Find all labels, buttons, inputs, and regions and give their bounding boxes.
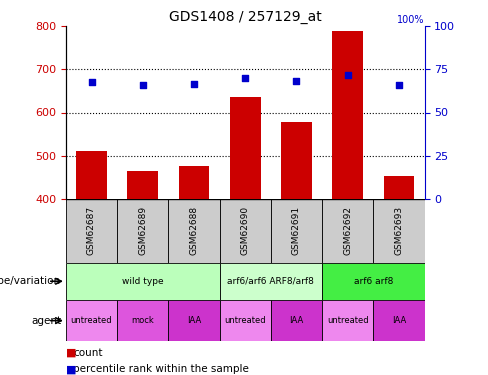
Bar <box>66 199 117 262</box>
Text: IAA: IAA <box>392 316 406 325</box>
Title: GDS1408 / 257129_at: GDS1408 / 257129_at <box>169 10 322 24</box>
Text: ■: ■ <box>66 348 77 357</box>
Text: count: count <box>73 348 102 357</box>
Bar <box>322 262 425 300</box>
Bar <box>271 199 322 262</box>
Bar <box>373 199 425 262</box>
Bar <box>271 300 322 341</box>
Text: untreated: untreated <box>224 316 266 325</box>
Text: GSM62692: GSM62692 <box>343 206 352 255</box>
Text: 100%: 100% <box>397 15 425 24</box>
Text: untreated: untreated <box>71 316 112 325</box>
Point <box>395 82 403 88</box>
Text: GSM62693: GSM62693 <box>394 206 404 255</box>
Text: agent: agent <box>31 316 61 326</box>
Text: GSM62689: GSM62689 <box>138 206 147 255</box>
Bar <box>220 199 271 262</box>
Text: GSM62690: GSM62690 <box>241 206 250 255</box>
Bar <box>117 199 168 262</box>
Point <box>242 75 249 81</box>
Point <box>190 81 198 87</box>
Bar <box>322 199 373 262</box>
Point <box>88 80 96 86</box>
Text: mock: mock <box>131 316 154 325</box>
Bar <box>66 262 220 300</box>
Bar <box>322 300 373 341</box>
Bar <box>373 300 425 341</box>
Bar <box>281 122 312 199</box>
Text: GSM62691: GSM62691 <box>292 206 301 255</box>
Bar <box>168 300 220 341</box>
Bar <box>168 199 220 262</box>
Bar <box>384 176 414 199</box>
Bar <box>66 300 117 341</box>
Text: genotype/variation: genotype/variation <box>0 276 61 286</box>
Text: percentile rank within the sample: percentile rank within the sample <box>73 364 249 374</box>
Point <box>344 72 352 78</box>
Bar <box>76 151 107 199</box>
Bar <box>220 262 322 300</box>
Bar <box>117 300 168 341</box>
Text: arf6/arf6 ARF8/arf8: arf6/arf6 ARF8/arf8 <box>227 277 314 286</box>
Text: GSM62687: GSM62687 <box>87 206 96 255</box>
Text: untreated: untreated <box>327 316 368 325</box>
Bar <box>127 171 158 199</box>
Point <box>139 82 147 88</box>
Text: wild type: wild type <box>122 277 163 286</box>
Text: IAA: IAA <box>187 316 201 325</box>
Bar <box>332 31 363 199</box>
Bar <box>179 166 209 199</box>
Text: arf6 arf8: arf6 arf8 <box>354 277 393 286</box>
Text: IAA: IAA <box>289 316 304 325</box>
Text: GSM62688: GSM62688 <box>189 206 199 255</box>
Bar <box>220 300 271 341</box>
Bar <box>230 98 261 199</box>
Point <box>293 78 301 84</box>
Text: ■: ■ <box>66 364 77 374</box>
